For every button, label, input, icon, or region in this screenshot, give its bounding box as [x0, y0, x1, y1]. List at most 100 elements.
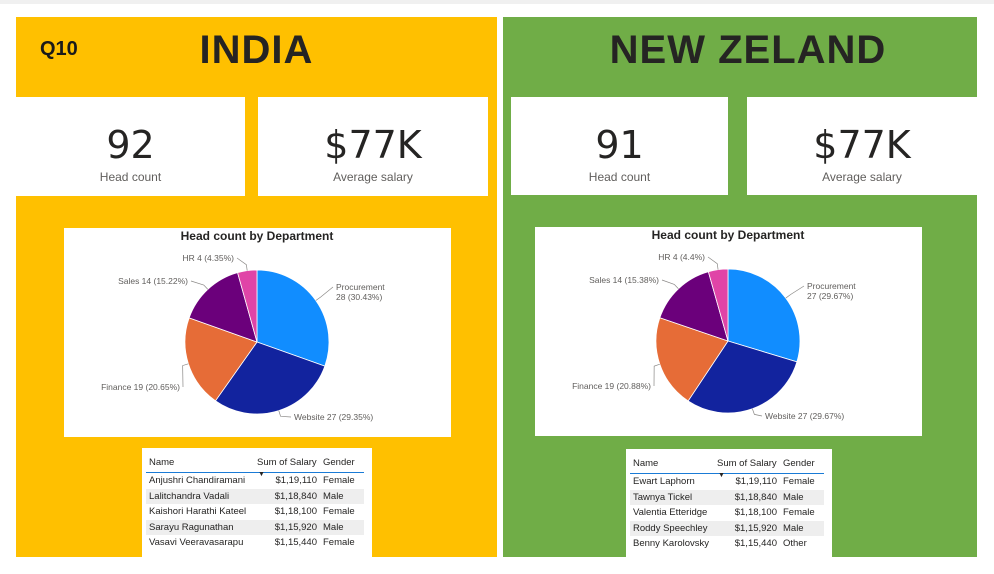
- table-row[interactable]: Lalitchandra Vadali $1,18,840 Male: [146, 488, 364, 504]
- cell-gender: Female: [323, 537, 355, 549]
- pie-slice-hr[interactable]: [707, 268, 729, 342]
- kpi-label: Head count: [588, 170, 651, 184]
- cell-salary: $1,18,100: [734, 507, 777, 519]
- kpi-value: 92: [106, 123, 155, 167]
- table-row[interactable]: Anjushri Chandiramani $1,19,110 Female: [146, 473, 364, 489]
- cell-gender: Female: [323, 475, 355, 487]
- cell-name: Roddy Speechley: [630, 520, 714, 536]
- column-header-name[interactable]: Name: [146, 452, 254, 473]
- salary-table: Name Sum of Salary ▼ Gender Ewart Laphorn…: [630, 453, 824, 552]
- pie-slice-finance[interactable]: [655, 317, 729, 402]
- country-title-india: INDIA: [199, 28, 314, 72]
- slice-label-website: Website 27 (29.35%): [294, 412, 373, 422]
- top-strip: [0, 0, 994, 4]
- cell-salary: $1,18,840: [714, 489, 780, 505]
- country-title-new-zeland: NEW ZELAND: [609, 28, 887, 72]
- cell-salary: $1,15,920: [714, 520, 780, 536]
- table-row[interactable]: Roddy Speechley $1,15,920 Male: [630, 520, 824, 536]
- salary-table: Name Sum of Salary ▼ Gender Anjushri Chan…: [146, 452, 364, 551]
- table-row[interactable]: Sarayu Ragunathan $1,15,920 Male: [146, 519, 364, 535]
- column-header-salary[interactable]: Sum of Salary ▼: [254, 452, 320, 478]
- cell-gender: Male: [780, 520, 824, 536]
- table-row[interactable]: Vasavi Veeravasarapu $1,15,440 Female: [146, 535, 364, 551]
- panel-divider: [497, 17, 503, 557]
- cell-gender: Male: [780, 489, 824, 505]
- column-header-gender[interactable]: Gender: [320, 452, 364, 473]
- leader-line-hr: [707, 256, 719, 270]
- cell-gender: Male: [320, 519, 364, 535]
- kpi-value: $77K: [324, 123, 422, 167]
- slice-label-sales: Sales 14 (15.22%): [118, 276, 188, 286]
- leader-line-procurement: [315, 286, 334, 301]
- cell-salary: $1,18,840: [254, 488, 320, 504]
- table-row[interactable]: Benny Karolovsky $1,15,440 Other: [630, 536, 824, 552]
- column-header-name[interactable]: Name: [630, 453, 714, 474]
- pie-chart-nz[interactable]: Head count by Department Procurement 27 (2…: [535, 227, 922, 436]
- table-row[interactable]: Ewart Laphorn $1,19,110 Female: [630, 474, 824, 490]
- cell-name: Tawnya Tickel: [630, 489, 714, 505]
- table-row[interactable]: Tawnya Tickel $1,18,840 Male: [630, 489, 824, 505]
- leader-line-sales: [190, 280, 209, 290]
- pie-slice-website[interactable]: [687, 340, 798, 414]
- kpi-label: Average salary: [333, 170, 413, 184]
- cell-name: Lalitchandra Vadali: [146, 488, 254, 504]
- leader-line-finance: [182, 363, 189, 388]
- slice-label-procurement: 28 (30.43%): [336, 292, 382, 302]
- kpi-label: Average salary: [822, 170, 902, 184]
- pie-slice-procurement[interactable]: [727, 268, 801, 363]
- leader-line-sales: [661, 279, 679, 290]
- question-label: Q10: [40, 38, 78, 60]
- slice-label-procurement: 27 (29.67%): [807, 291, 853, 301]
- sort-descending-icon: ▼: [258, 471, 265, 478]
- cell-name: Anjushri Chandiramani: [149, 475, 246, 487]
- kpi-value: $77K: [813, 123, 911, 167]
- salary-table-nz[interactable]: Name Sum of Salary ▼ Gender Ewart Laphorn…: [626, 449, 832, 557]
- kpi-label: Head count: [99, 170, 162, 184]
- kpi-card-salary-india[interactable]: $77K Average salary: [258, 97, 488, 196]
- cell-gender: Female: [783, 507, 815, 519]
- cell-name: Benny Karolovsky: [633, 538, 710, 550]
- kpi-card-headcount-india[interactable]: 92 Head count: [16, 97, 245, 196]
- chart-title: Head count by Department: [652, 228, 805, 242]
- column-header-gender[interactable]: Gender: [780, 453, 824, 474]
- cell-salary: $1,19,110: [275, 475, 317, 487]
- kpi-card-salary-nz[interactable]: $77K Average salary: [747, 97, 977, 195]
- slice-label-procurement: Procurement: [807, 281, 856, 291]
- cell-salary: $1,15,920: [254, 519, 320, 535]
- leader-line-finance: [653, 363, 660, 387]
- chart-title: Head count by Department: [181, 229, 334, 243]
- cell-salary: $1,15,440: [734, 538, 777, 550]
- slice-label-hr: HR 4 (4.4%): [658, 252, 705, 262]
- table-row[interactable]: Valentia Etteridge $1,18,100 Female: [630, 505, 824, 521]
- pie-chart-india[interactable]: Head count by Department Procurement 28 (3…: [64, 228, 451, 437]
- cell-gender: Male: [320, 488, 364, 504]
- slice-label-hr: HR 4 (4.35%): [183, 253, 235, 263]
- cell-name: Ewart Laphorn: [633, 476, 695, 488]
- salary-table-india[interactable]: Name Sum of Salary ▼ Gender Anjushri Chan…: [142, 448, 372, 557]
- cell-gender: Female: [783, 476, 815, 488]
- cell-name: Kaishori Harathi Kateel: [149, 506, 247, 518]
- cell-salary: $1,18,100: [274, 506, 317, 518]
- pie-slice-hr[interactable]: [237, 269, 258, 343]
- cell-gender: Other: [783, 538, 807, 550]
- cell-name: Sarayu Ragunathan: [146, 519, 254, 535]
- column-header-salary-label: Sum of Salary: [717, 457, 777, 469]
- slice-label-procurement: Procurement: [336, 282, 385, 292]
- cell-name: Valentia Etteridge: [633, 507, 708, 519]
- leader-line-procurement: [785, 285, 805, 299]
- slice-label-website: Website 27 (29.67%): [765, 411, 844, 421]
- leader-line-website: [752, 408, 763, 417]
- slice-label-finance: Finance 19 (20.88%): [572, 381, 651, 391]
- cell-name: Vasavi Veeravasarapu: [149, 537, 244, 549]
- slice-label-finance: Finance 19 (20.65%): [101, 382, 180, 392]
- leader-line-hr: [236, 257, 248, 271]
- pie-slice-sales[interactable]: [659, 271, 729, 342]
- table-row[interactable]: Kaishori Harathi Kateel $1,18,100 Female: [146, 504, 364, 520]
- leader-line-website: [278, 410, 292, 418]
- cell-salary: $1,15,440: [274, 537, 317, 549]
- pie-slice-website[interactable]: [214, 341, 326, 415]
- kpi-card-headcount-nz[interactable]: 91 Head count: [511, 97, 728, 195]
- column-header-salary[interactable]: Sum of Salary ▼: [714, 453, 780, 479]
